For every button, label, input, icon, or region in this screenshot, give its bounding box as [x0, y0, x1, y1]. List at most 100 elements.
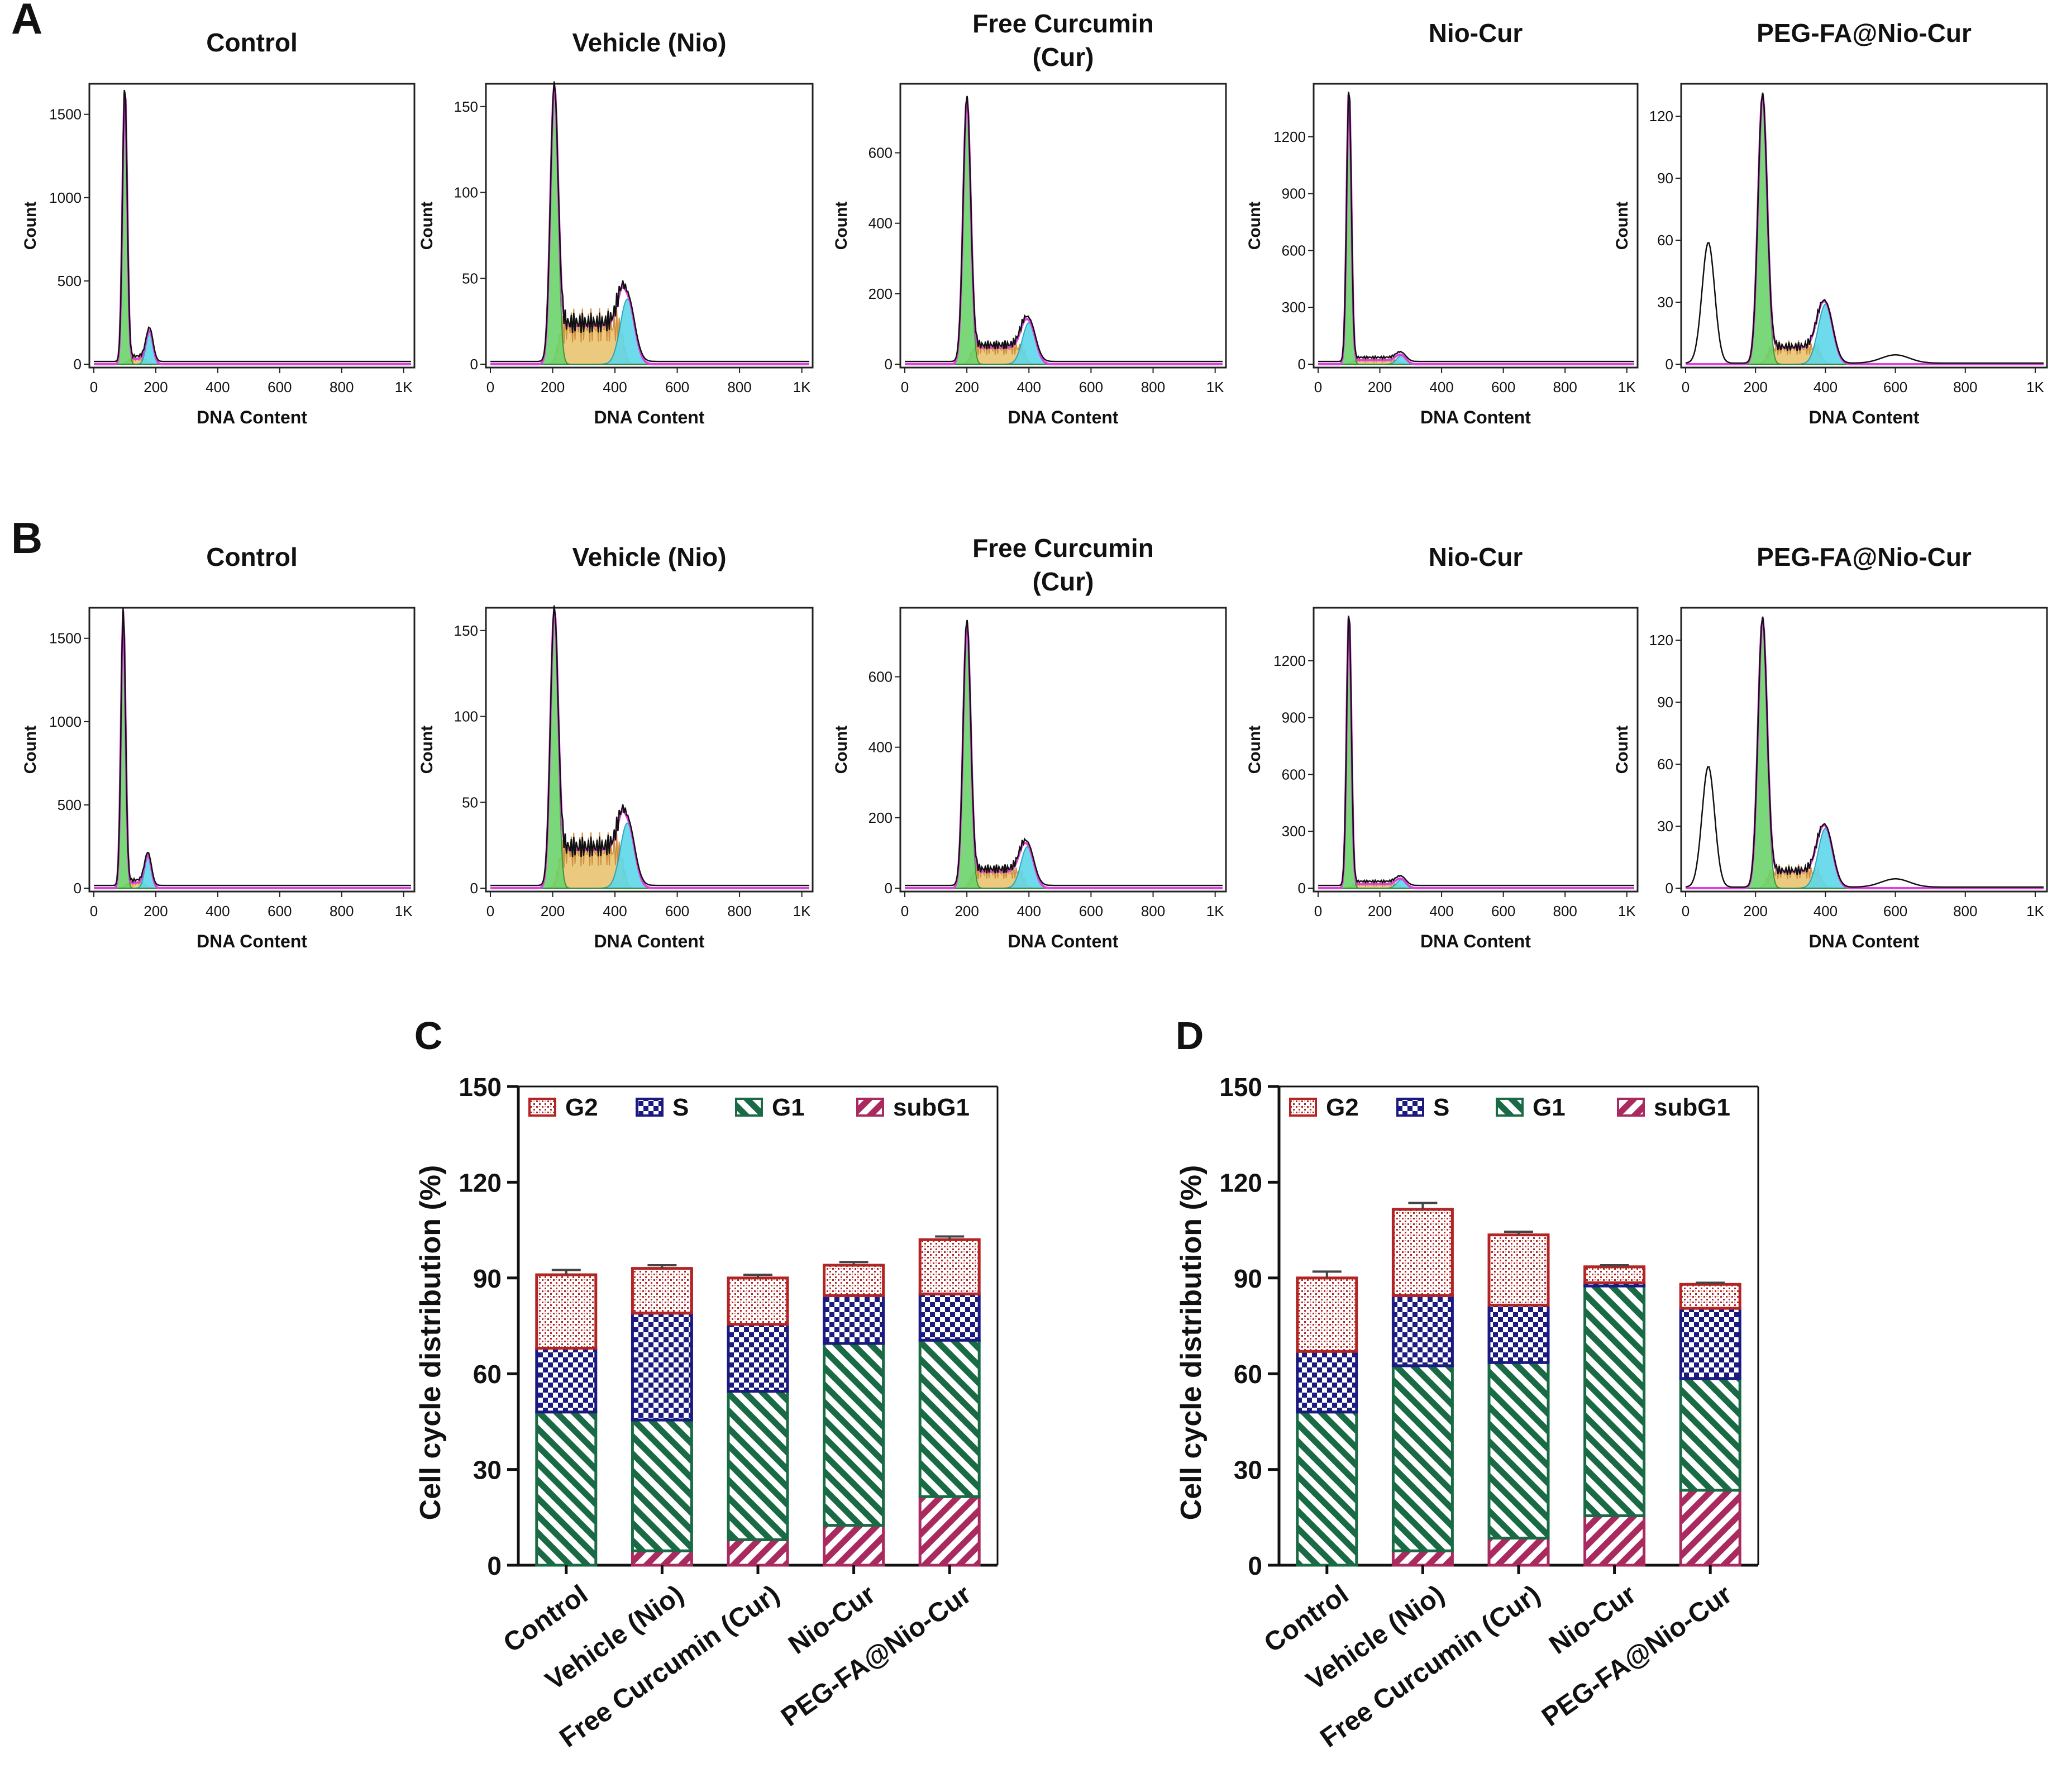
x-tick-label: 600 [268, 379, 292, 395]
y-tick-label: 600 [1282, 242, 1306, 259]
legend-label: G1 [772, 1094, 805, 1121]
y-tick-label: 60 [1234, 1360, 1262, 1389]
y-tick-label: 1200 [1273, 128, 1306, 145]
y-tick-label: 400 [868, 739, 893, 756]
bar-stack-1 [535, 1269, 598, 1574]
y-tick-label: 0 [487, 1551, 502, 1580]
x-tick-label: 200 [1744, 379, 1768, 395]
s-phase-area [490, 308, 809, 365]
x-axis-label: DNA Content [594, 931, 705, 951]
x-tick-label: 0 [1314, 903, 1322, 919]
y-axis-label: Count [21, 726, 40, 774]
flow-panel-b-3: Free Curcumin (Cur) 0 200 400 600 0 200 400 600 80… [832, 533, 1227, 951]
g2-peak-area [1686, 828, 2044, 889]
x-tick-label: 800 [1953, 379, 1977, 395]
y-tick-label: 1000 [49, 713, 82, 730]
x-tick-label: 600 [1491, 379, 1515, 395]
legend-label: S [1433, 1094, 1449, 1121]
y-tick-label: 100 [454, 184, 478, 201]
y-axis-label: Count [1245, 726, 1264, 774]
x-tick-label: 600 [1883, 379, 1907, 395]
x-tick-label: 1K [793, 379, 811, 395]
y-tick-label: 200 [868, 809, 893, 826]
legend-item-s: S [636, 1094, 689, 1121]
y-tick-label: 0 [1248, 1551, 1262, 1580]
bar-segment-subg1 [1487, 1536, 1550, 1567]
y-tick-label: 30 [1234, 1456, 1262, 1485]
model-fit-line [1318, 94, 1634, 365]
bar-segment-s [1391, 1294, 1454, 1367]
legend-swatch [1396, 1098, 1424, 1117]
panel-title: Control [206, 28, 298, 57]
plot-frame [485, 607, 814, 893]
x-axis-label: DNA Content [197, 407, 307, 427]
bar-segment-g2 [823, 1264, 885, 1297]
bar-segment-s [631, 1312, 693, 1422]
y-tick-label: 60 [1657, 756, 1673, 773]
plot-frame [1313, 83, 1639, 369]
bar-segment-s [727, 1323, 789, 1393]
g2-peak-area [905, 322, 1223, 365]
model-fit-line [1686, 617, 2044, 889]
x-axis-label: DNA Content [1008, 407, 1119, 427]
bar-segment-g1 [1296, 1410, 1358, 1567]
x-tick-label: 1K [793, 903, 811, 919]
panel-label-d: D [1176, 1014, 1204, 1057]
bar-stack-2 [1391, 1202, 1454, 1574]
panel-title: Free Curcumin [972, 9, 1154, 38]
bar-stack-3 [727, 1274, 789, 1574]
panel-title: Nio-Cur [1429, 542, 1523, 571]
legend-swatch [856, 1098, 884, 1117]
bar-segment-g1 [1583, 1284, 1646, 1517]
legend-item-g2: G2 [1289, 1094, 1359, 1121]
legend-item-g1: G1 [735, 1094, 805, 1121]
flow-panel-b-5: PEG-FA@Nio-Cur 0 30 60 90 120 0 200 400 600 800 1K D… [1613, 542, 2048, 951]
x-tick-label: 400 [1017, 903, 1041, 919]
panel-title: Control [206, 542, 298, 571]
y-tick-label: 30 [473, 1456, 502, 1485]
x-tick-label: 0 [1314, 379, 1322, 395]
x-axis-label: DNA Content [1809, 407, 1920, 427]
x-tick-label: 800 [1553, 379, 1577, 395]
panel-title: Free Curcumin [972, 533, 1154, 563]
plot-frame [88, 83, 416, 369]
bar-segment-g1 [918, 1338, 981, 1498]
x-tick-label: 0 [90, 379, 98, 395]
y-axis-label: Count [418, 202, 436, 250]
x-tick-label: 1K [2026, 379, 2044, 395]
bar-segment-s [1296, 1350, 1358, 1414]
plot-frame [485, 83, 814, 369]
y-axis-label: Count [418, 726, 436, 774]
x-tick-label: 0 [901, 379, 909, 395]
y-tick-label: 1500 [49, 106, 82, 123]
g1-peak-area [1318, 619, 1634, 889]
bar-segment-g2 [1583, 1265, 1646, 1284]
x-tick-label: 600 [1079, 379, 1103, 395]
y-tick-label: 150 [454, 622, 478, 639]
y-tick-label: 300 [1282, 299, 1306, 316]
x-tick-label: 800 [330, 379, 354, 395]
histogram-trace [94, 608, 411, 887]
y-axis-label: Cell cycle distribution (%) [1175, 1165, 1208, 1521]
x-axis-label: DNA Content [197, 931, 307, 951]
panel-title: Nio-Cur [1429, 18, 1523, 47]
y-tick-label: 90 [1657, 694, 1673, 711]
y-axis-label: Count [832, 202, 851, 250]
y-tick-label: 150 [459, 1073, 502, 1102]
y-tick-label: 600 [868, 669, 893, 685]
x-tick-label: 600 [1491, 903, 1515, 919]
y-tick-label: 600 [1282, 766, 1306, 783]
bar-segment-s [1679, 1307, 1741, 1380]
bar-stack-4 [1583, 1264, 1646, 1574]
panel-title: Vehicle (Nio) [572, 28, 726, 57]
model-fit-line [490, 85, 809, 365]
y-tick-label: 30 [1657, 818, 1673, 835]
flow-panel-b-2: Vehicle (Nio) 0 50 100 150 0 200 400 600 800 1K DNA… [418, 542, 814, 951]
g1-peak-area [94, 612, 411, 889]
plot-frame [1680, 83, 2048, 369]
y-tick-label: 50 [462, 794, 478, 811]
x-tick-label: 1K [1618, 903, 1636, 919]
y-axis-label: Count [832, 726, 851, 774]
y-axis-label: Cell cycle distribution (%) [414, 1165, 447, 1521]
bar-segment-g2 [535, 1273, 598, 1350]
